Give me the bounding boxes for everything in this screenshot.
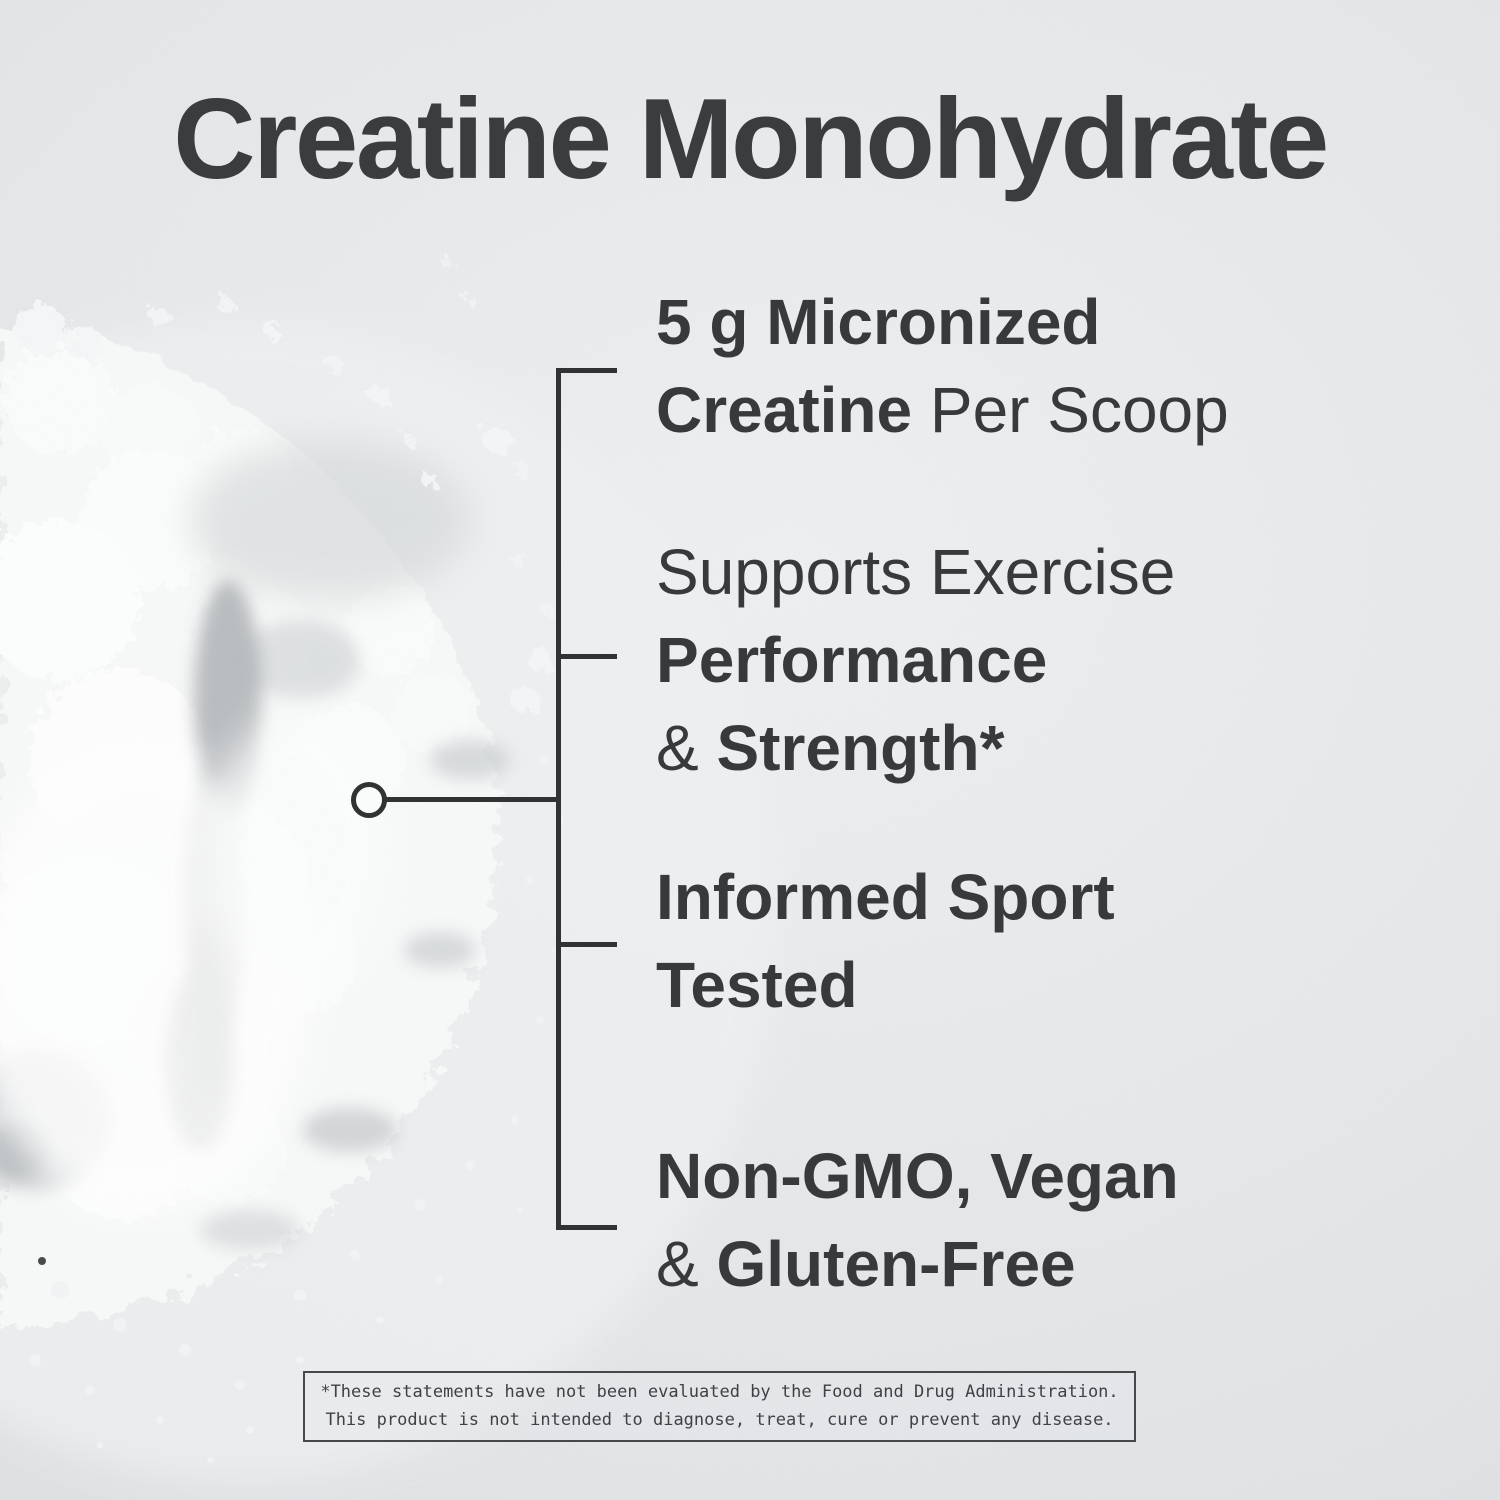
callout-performance: Supports Exercise Performance & Strength…	[656, 528, 1175, 792]
callout-dietary: Non-GMO, Vegan & Gluten-Free	[656, 1132, 1179, 1308]
callout-serving-size: 5 g Micronized Creatine Per Scoop	[656, 278, 1229, 454]
bracket-vertical-line	[556, 368, 561, 1230]
leader-line	[383, 797, 558, 802]
callout-line: Tested	[656, 949, 858, 1021]
callout-line: Performance	[656, 624, 1048, 696]
callout-line: & Gluten-Free	[656, 1228, 1076, 1300]
bracket-tick-dietary	[556, 1225, 617, 1230]
callout-line: Supports Exercise	[656, 536, 1176, 608]
callout-line: Creatine Per Scoop	[656, 374, 1229, 446]
callout-line: Informed Sport	[656, 861, 1115, 933]
disclaimer-box: *These statements have not been evaluate…	[303, 1371, 1136, 1442]
callout-line: 5 g Micronized	[656, 286, 1101, 358]
circle-marker-icon	[351, 782, 387, 818]
bracket-tick-serving	[556, 368, 617, 373]
bracket-tick-tested	[556, 942, 617, 947]
bracket-tick-performance	[556, 654, 617, 659]
page-title: Creatine Monohydrate	[173, 76, 1329, 203]
callout-line: Non-GMO, Vegan	[656, 1140, 1179, 1212]
callout-informed-sport: Informed Sport Tested	[656, 853, 1115, 1029]
disclaimer-line-1: *These statements have not been evaluate…	[320, 1382, 1119, 1402]
callout-line: & Strength*	[656, 712, 1005, 784]
disclaimer-line-2: This product is not intended to diagnose…	[325, 1410, 1114, 1430]
